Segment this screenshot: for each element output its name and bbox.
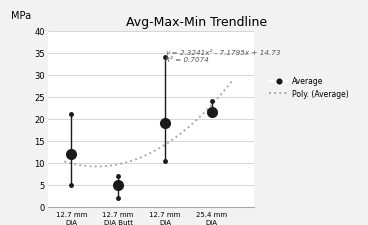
- Legend: Average, Poly. (Average): Average, Poly. (Average): [266, 74, 352, 102]
- Title: Avg-Max-Min Trendline: Avg-Max-Min Trendline: [125, 16, 267, 29]
- Text: MPa: MPa: [11, 11, 31, 21]
- Text: y = 2.3241x² - 7.1795x + 14.73
R² = 0.7074: y = 2.3241x² - 7.1795x + 14.73 R² = 0.70…: [165, 49, 280, 63]
